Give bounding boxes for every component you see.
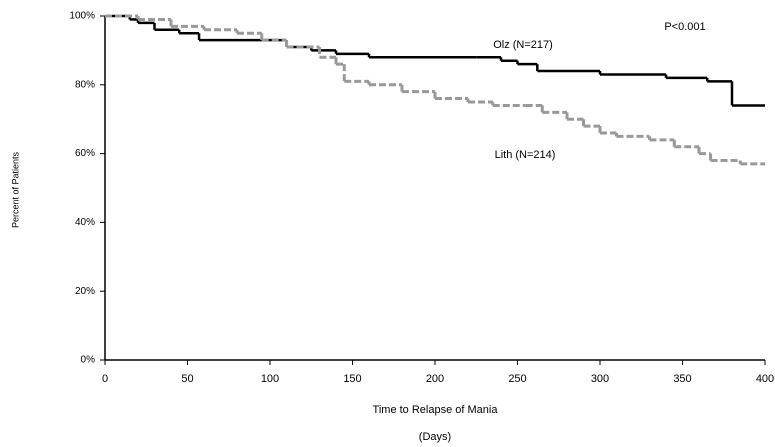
x-tick-label: 250 (508, 373, 526, 385)
y-tick-label: 80% (75, 79, 95, 90)
x-axis-label: Time to Relapse of Mania (373, 404, 499, 416)
annotation: P<0.001 (664, 21, 705, 33)
x-tick-label: 400 (756, 373, 774, 385)
x-tick-label: 150 (343, 373, 361, 385)
x-tick-label: 0 (102, 373, 108, 385)
x-tick-label: 100 (261, 373, 279, 385)
y-tick-label: 0% (81, 355, 96, 366)
x-axis-sublabel: (Days) (419, 431, 451, 443)
y-axis-label: Percent of Patients (10, 151, 20, 228)
x-tick-label: 200 (426, 373, 444, 385)
x-tick-label: 300 (591, 373, 609, 385)
y-tick-label: 60% (75, 148, 95, 159)
y-tick-label: 20% (75, 286, 95, 297)
series-label: Olz (N=217) (493, 39, 553, 51)
y-tick-label: 40% (75, 217, 95, 228)
series-label: Lith (N=214) (495, 149, 556, 161)
y-tick-label: 100% (69, 11, 95, 22)
x-tick-label: 50 (181, 373, 193, 385)
x-tick-label: 350 (673, 373, 691, 385)
